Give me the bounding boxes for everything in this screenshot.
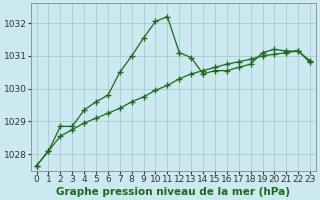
X-axis label: Graphe pression niveau de la mer (hPa): Graphe pression niveau de la mer (hPa) xyxy=(56,187,290,197)
